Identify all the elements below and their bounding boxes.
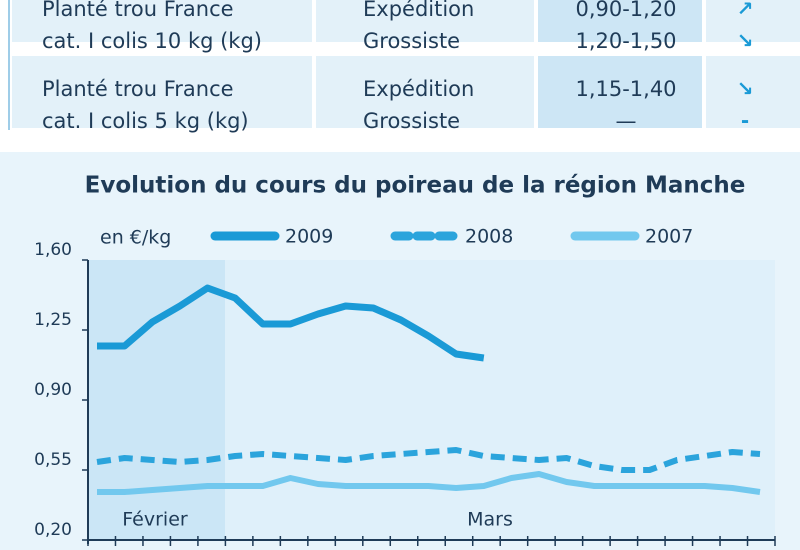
price: 0,90-1,20: [575, 0, 676, 21]
month-label: Février: [122, 509, 188, 531]
trend: ↗: [737, 0, 754, 21]
cell-bg: [706, 0, 800, 42]
cell-bg: [12, 56, 312, 128]
series-line: [97, 284, 485, 362]
market: Grossiste: [363, 109, 460, 133]
series-line: [96, 447, 761, 473]
month-label: Mars: [467, 509, 513, 531]
market: Expédition: [363, 77, 474, 101]
legend-label: 2007: [645, 226, 693, 248]
month-shade: [88, 260, 225, 540]
series-line: [97, 471, 761, 495]
cell-bg: [12, 0, 312, 42]
product: Planté trou France: [42, 77, 234, 101]
y-tick-label: 1,60: [34, 240, 72, 260]
product: Planté trou France: [42, 0, 234, 21]
table-border: [8, 0, 10, 130]
chart-title: Evolution du cours du poireau de la régi…: [85, 173, 746, 199]
price: 1,15-1,40: [575, 77, 676, 101]
y-tick-label: 1,25: [34, 310, 72, 330]
price: 1,20-1,50: [575, 29, 676, 53]
y-tick-label: 0,55: [34, 450, 72, 470]
trend: ↘: [737, 29, 754, 53]
y-tick-label: 0,20: [34, 520, 72, 540]
cell-bg: [538, 56, 702, 128]
market: Grossiste: [363, 29, 460, 53]
price: —: [616, 109, 637, 133]
y-tick-label: 0,90: [34, 380, 72, 400]
cell-bg: [538, 0, 702, 42]
cell-bg: [706, 56, 800, 128]
cell-bg: [316, 56, 534, 128]
legend-label: 2009: [285, 226, 333, 248]
market: Expédition: [363, 0, 474, 21]
product: cat. I colis 5 kg (kg): [42, 109, 249, 133]
trend: -: [741, 109, 749, 133]
y-axis-label: en €/kg: [100, 227, 171, 249]
legend-label: 2008: [465, 226, 513, 248]
product: cat. I colis 10 kg (kg): [42, 29, 262, 53]
trend: ↘: [737, 77, 754, 101]
cell-bg: [316, 0, 534, 42]
